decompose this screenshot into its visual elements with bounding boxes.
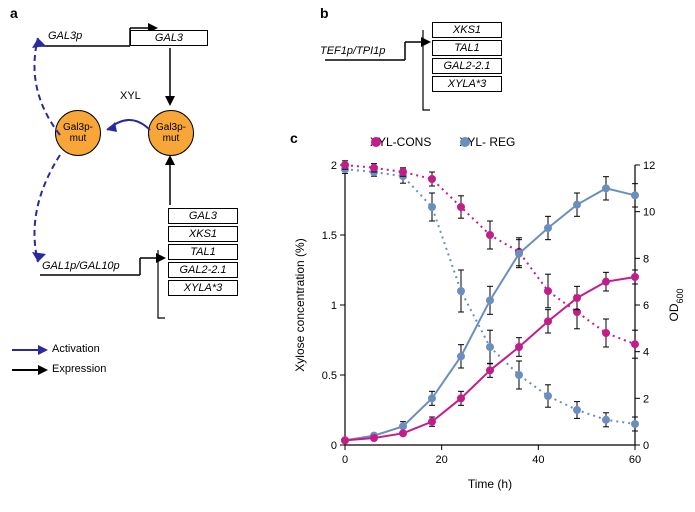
svg-text:1.5: 1.5	[322, 230, 337, 242]
svg-text:10: 10	[643, 207, 655, 219]
tef1-tpi1-label: TEF1p/TPI1p	[320, 45, 385, 57]
legend-cons-marker	[370, 136, 382, 148]
gal1-10-label: GAL1p/GAL10p	[42, 260, 120, 272]
arrow-gal3-to-circle	[160, 48, 180, 108]
svg-text:Xylose concentration (%): Xylose concentration (%)	[293, 238, 307, 371]
gene-b-0: XKS1	[432, 22, 502, 38]
gene-a-0: GAL3	[168, 208, 238, 224]
svg-text:Time (h): Time (h)	[468, 477, 512, 491]
panel-a-gene-stack: GAL3 XKS1 TAL1 GAL2-2.1 XYLA*3	[168, 208, 238, 296]
svg-text:4: 4	[643, 347, 649, 359]
chart-svg: 020406000.511.52024681012Time (h)Xylose …	[290, 150, 690, 500]
svg-text:0: 0	[331, 440, 337, 452]
panel-c-label: c	[290, 130, 298, 146]
gene-b-3: XYLA*3	[432, 76, 502, 92]
svg-text:0.5: 0.5	[322, 370, 337, 382]
legend-expression: Expression	[52, 363, 106, 375]
legend-reg-marker	[459, 136, 471, 148]
gene-a-4: XYLA*3	[168, 280, 238, 296]
legend-cons: XYL-CONS	[370, 135, 431, 149]
svg-text:60: 60	[629, 454, 641, 466]
svg-text:2: 2	[643, 393, 649, 405]
svg-text:OD600: OD600	[667, 288, 685, 321]
chart-legend: XYL-CONS XYL- REG	[370, 135, 515, 149]
gene-a-1: XKS1	[168, 226, 238, 242]
svg-text:1: 1	[331, 300, 337, 312]
gene-b-1: TAL1	[432, 40, 502, 56]
panel-b-label: b	[320, 5, 329, 21]
arrow-xyl-activation	[95, 100, 155, 140]
svg-text:0: 0	[342, 454, 348, 466]
gene-a-2: TAL1	[168, 244, 238, 260]
svg-text:2: 2	[331, 160, 337, 172]
legend-activation: Activation	[52, 343, 100, 355]
circle-right-text: Gal3p-mut	[149, 122, 193, 144]
arrow-stack-to-circle	[160, 155, 180, 210]
svg-text:40: 40	[532, 454, 544, 466]
svg-text:8: 8	[643, 253, 649, 265]
svg-text:12: 12	[643, 160, 655, 172]
panel-b-gene-stack: XKS1 TAL1 GAL2-2.1 XYLA*3	[432, 22, 502, 92]
panel-a-label: a	[10, 5, 18, 21]
svg-text:20: 20	[436, 454, 448, 466]
gene-a-3: GAL2-2.1	[168, 262, 238, 278]
svg-text:0: 0	[643, 440, 649, 452]
gal3-box-top: GAL3	[130, 30, 208, 46]
svg-text:6: 6	[643, 300, 649, 312]
gene-b-2: GAL2-2.1	[432, 58, 502, 74]
legend-reg: XYL- REG	[459, 135, 515, 149]
legend-arrows-svg	[10, 340, 50, 380]
dashed-activation-arrows	[20, 30, 70, 280]
